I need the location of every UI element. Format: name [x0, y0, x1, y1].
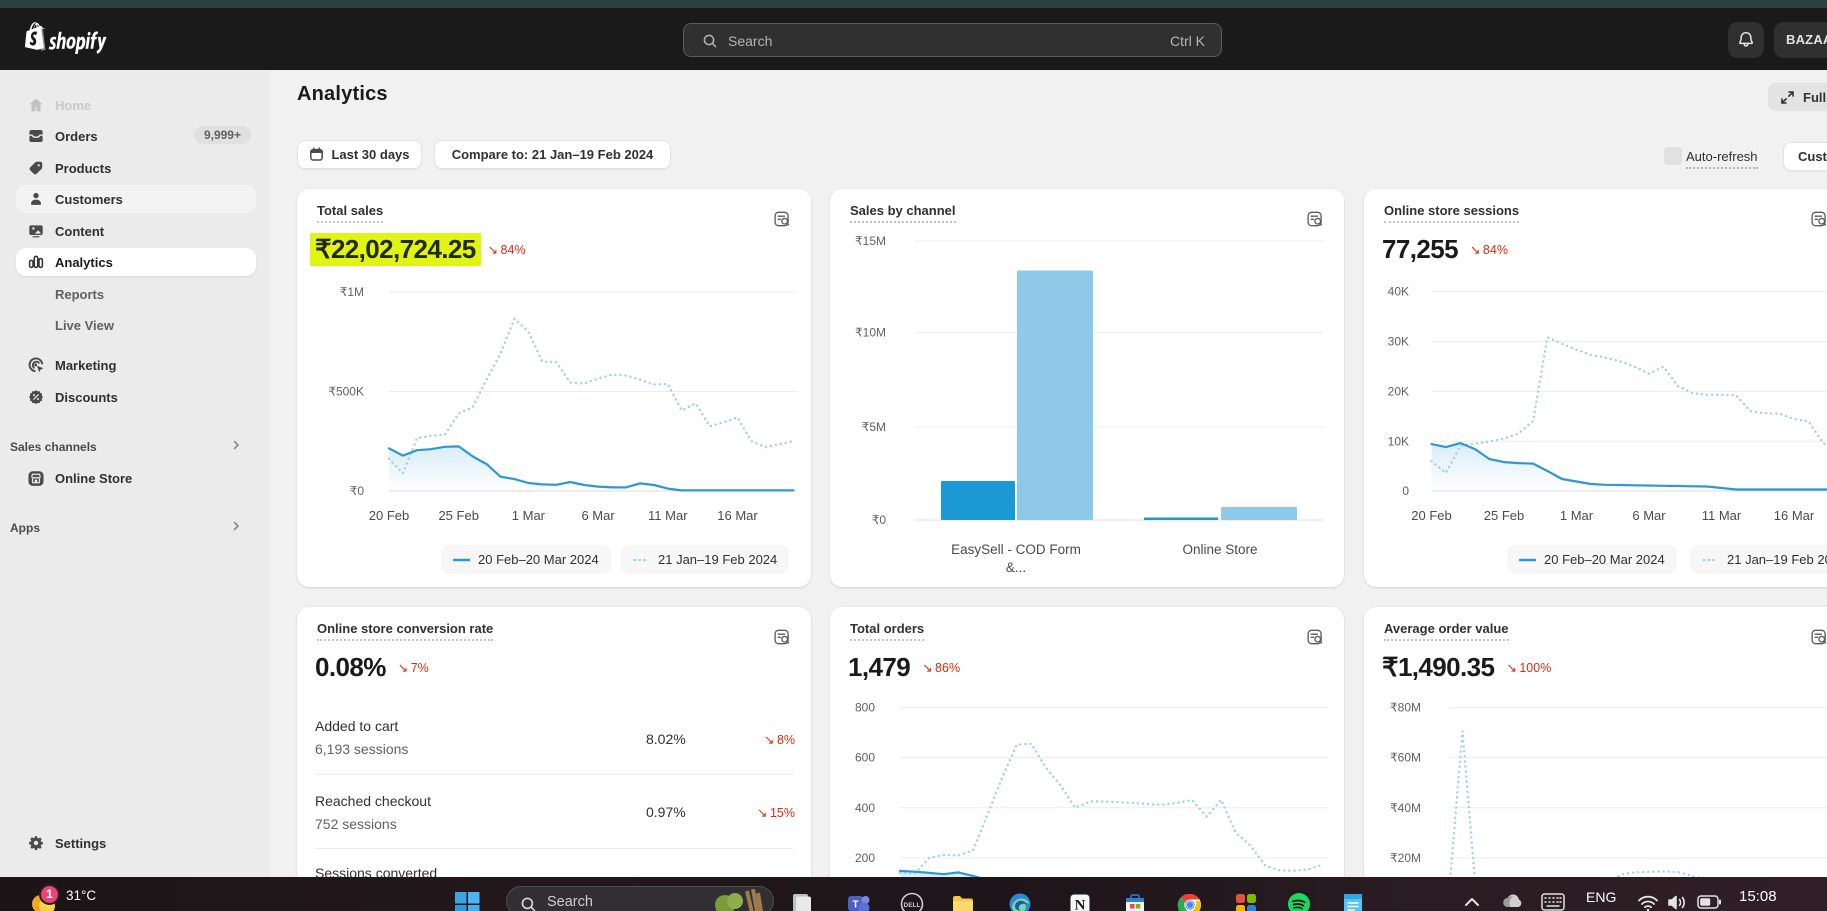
svg-text:400: 400 — [855, 801, 875, 815]
svg-text:200: 200 — [855, 851, 875, 865]
svg-text:₹0: ₹0 — [872, 513, 887, 527]
svg-text:6 Mar: 6 Mar — [1632, 508, 1666, 523]
svg-text:₹10M: ₹10M — [855, 326, 886, 340]
svg-text:800: 800 — [855, 701, 875, 715]
svg-text:0: 0 — [1402, 484, 1409, 498]
svg-text:20 Feb: 20 Feb — [1411, 508, 1451, 523]
svg-text:₹1M: ₹1M — [340, 285, 364, 299]
svg-text:11 Mar: 11 Mar — [1702, 508, 1742, 523]
svg-text:₹60M: ₹60M — [1390, 751, 1421, 765]
svg-text:16 Mar: 16 Mar — [717, 508, 758, 523]
svg-text:₹0: ₹0 — [350, 484, 365, 498]
svg-text:40K: 40K — [1388, 285, 1409, 299]
svg-text:Online Store: Online Store — [1182, 542, 1257, 557]
svg-text:₹15M: ₹15M — [855, 234, 886, 248]
svg-text:N: N — [1075, 898, 1086, 911]
svg-text:10K: 10K — [1388, 434, 1409, 448]
svg-text:₹5M: ₹5M — [862, 420, 886, 434]
svg-text:DELL: DELL — [904, 902, 921, 909]
svg-text:25 Feb: 25 Feb — [1484, 508, 1524, 523]
svg-text:1 Mar: 1 Mar — [512, 508, 546, 523]
svg-text:T: T — [852, 900, 858, 911]
svg-text:600: 600 — [855, 751, 875, 765]
svg-text:11 Mar: 11 Mar — [648, 508, 688, 523]
svg-text:20K: 20K — [1388, 384, 1409, 398]
svg-text:16 Mar: 16 Mar — [1774, 508, 1815, 523]
svg-text:₹40M: ₹40M — [1390, 801, 1421, 815]
svg-text:EasySell - COD Form: EasySell - COD Form — [951, 542, 1081, 557]
svg-text:6 Mar: 6 Mar — [581, 508, 615, 523]
svg-text:₹80M: ₹80M — [1390, 701, 1421, 715]
svg-text:30K: 30K — [1388, 335, 1409, 349]
svg-text:₹500K: ₹500K — [328, 385, 364, 399]
svg-text:25 Feb: 25 Feb — [438, 508, 478, 523]
svg-text:₹20M: ₹20M — [1390, 851, 1421, 865]
svg-text:20 Feb: 20 Feb — [369, 508, 409, 523]
svg-text:1 Mar: 1 Mar — [1560, 508, 1594, 523]
svg-text:&...: &... — [1006, 560, 1026, 575]
